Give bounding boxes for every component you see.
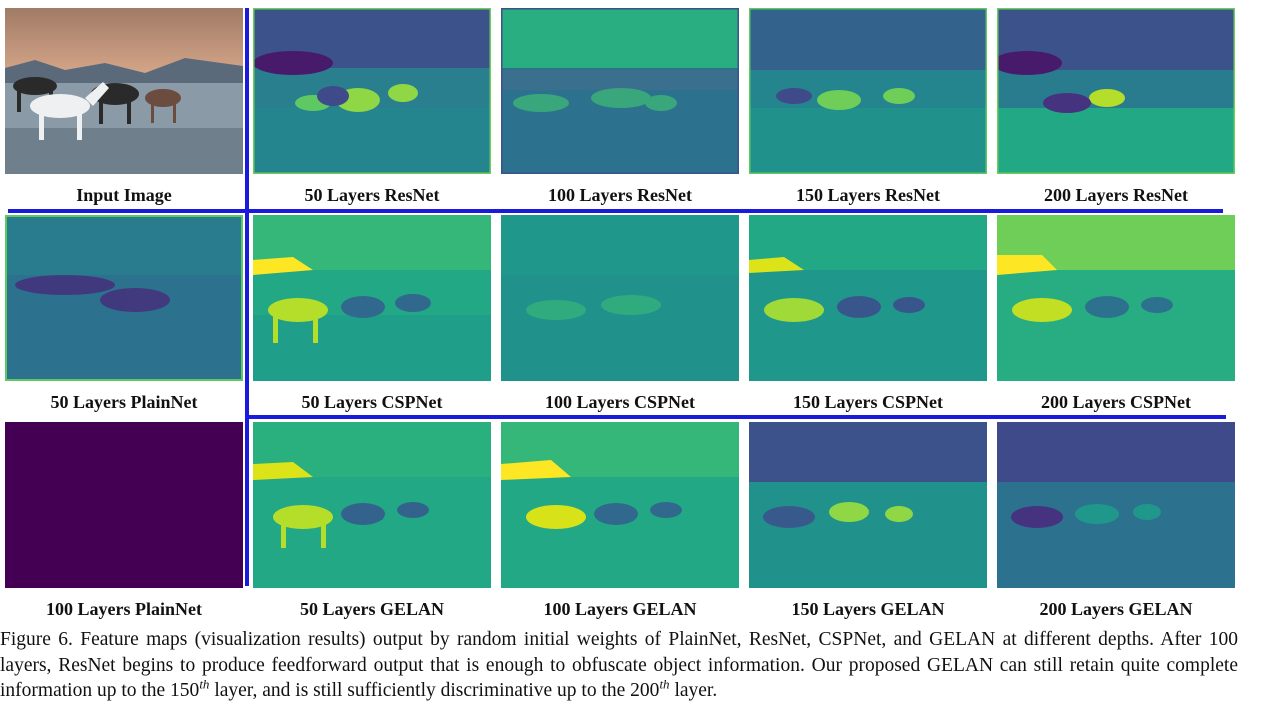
- caption-text-1: Feature maps (visualization results) out…: [0, 629, 1238, 701]
- feature-map-gelan-150: [749, 422, 987, 588]
- label-gelan-200: 200 Layers GELAN: [1039, 599, 1193, 619]
- feature-map-cspnet-100: [501, 215, 739, 381]
- caption-text-3: layer.: [674, 680, 718, 701]
- horizontal-divider-line-2: [248, 415, 1226, 419]
- label-resnet-200: 200 Layers ResNet: [1044, 185, 1188, 205]
- label-resnet-150: 150 Layers ResNet: [796, 185, 940, 205]
- feature-map-gelan-200: [997, 422, 1235, 588]
- feature-map-resnet-150: [749, 8, 987, 174]
- feature-map-plainnet-100: [5, 422, 243, 588]
- figure-caption: Figure 6. Feature maps (visualization re…: [0, 627, 1238, 704]
- caption-text-2: layer, and is still sufficiently discrim…: [214, 680, 660, 701]
- caption-prefix: Figure 6.: [0, 629, 73, 650]
- vertical-divider-line: [245, 8, 249, 586]
- caption-superscript-2: th: [659, 676, 670, 692]
- label-resnet-50: 50 Layers ResNet: [304, 185, 440, 205]
- label-cspnet-50: 50 Layers CSPNet: [301, 392, 443, 412]
- feature-map-cspnet-150: [749, 215, 987, 381]
- feature-map-resnet-100: [501, 8, 739, 174]
- feature-map-cspnet-200: [997, 215, 1235, 381]
- label-gelan-100: 100 Layers GELAN: [543, 599, 697, 619]
- label-plainnet-50: 50 Layers PlainNet: [50, 392, 198, 412]
- label-resnet-100: 100 Layers ResNet: [548, 185, 692, 205]
- feature-map-resnet-50: [253, 8, 491, 174]
- label-cspnet-100: 100 Layers CSPNet: [545, 392, 695, 412]
- label-cspnet-150: 150 Layers CSPNet: [793, 392, 943, 412]
- label-gelan-150: 150 Layers GELAN: [791, 599, 945, 619]
- feature-map-cspnet-50: [253, 215, 491, 381]
- label-plainnet-100: 100 Layers PlainNet: [46, 599, 202, 619]
- feature-map-gelan-50: [253, 422, 491, 588]
- label-gelan-50: 50 Layers GELAN: [300, 599, 444, 619]
- horizontal-divider-line-1: [8, 209, 1223, 213]
- caption-superscript-1: th: [199, 676, 210, 692]
- figure-6: Input Image 50 Layers ResNet 100 Layers …: [5, 8, 1235, 619]
- feature-map-resnet-200: [997, 8, 1235, 174]
- label-cspnet-200: 200 Layers CSPNet: [1041, 392, 1191, 412]
- feature-map-plainnet-50: [5, 215, 243, 381]
- feature-map-gelan-100: [501, 422, 739, 588]
- label-input-image: Input Image: [76, 185, 172, 205]
- input-image-horses: [5, 8, 243, 174]
